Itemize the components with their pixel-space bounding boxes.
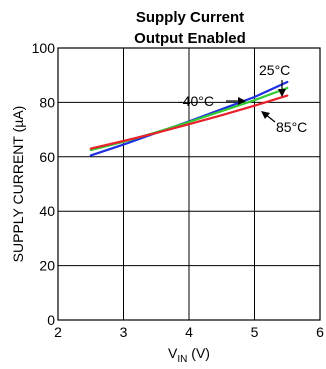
y-tick-label: 0	[47, 312, 55, 328]
series-line	[89, 94, 289, 150]
annotation-minus40c-arrowhead	[238, 97, 246, 105]
x-tick-label: 4	[185, 324, 193, 340]
x-axis-label-unit: (V)	[187, 345, 210, 361]
y-tick-label: 100	[32, 40, 56, 56]
grid	[58, 48, 320, 320]
annotation-85c-arrowhead	[261, 111, 270, 119]
annotation-25c: 25°C	[259, 62, 290, 97]
x-tick-label: 3	[120, 324, 128, 340]
series-group	[89, 80, 289, 157]
x-axis-label-main: V	[168, 345, 178, 361]
x-tick-label: 2	[54, 324, 62, 340]
chart-subtitle: Output Enabled	[134, 30, 246, 47]
chart-title: Supply Current	[136, 9, 244, 26]
y-tick-label: 40	[39, 203, 55, 219]
x-tick-label: 6	[316, 324, 324, 340]
annotation-85c: 85°C	[261, 111, 307, 135]
y-axis-label: SUPPLY CURRENT (µA)	[10, 106, 26, 263]
annotation-25c-arrowhead	[278, 89, 286, 97]
x-tick-label: 5	[251, 324, 259, 340]
annotation-25c-label: 25°C	[259, 62, 290, 78]
plot-area	[57, 47, 321, 321]
y-tick-label: 20	[39, 258, 55, 274]
annotation-minus40c-label: -40°C	[178, 93, 214, 109]
x-axis-label-subscript: IN	[177, 354, 187, 365]
x-axis-ticks: 2 3 4 5 6	[54, 324, 324, 340]
y-tick-label: 80	[39, 94, 55, 110]
y-axis-ticks: 0 20 40 60 80 100	[32, 40, 56, 328]
annotation-minus40c: -40°C	[178, 93, 246, 109]
y-tick-label: 60	[39, 149, 55, 165]
annotation-85c-label: 85°C	[276, 119, 307, 135]
x-axis-label: VIN (V)	[168, 345, 210, 365]
